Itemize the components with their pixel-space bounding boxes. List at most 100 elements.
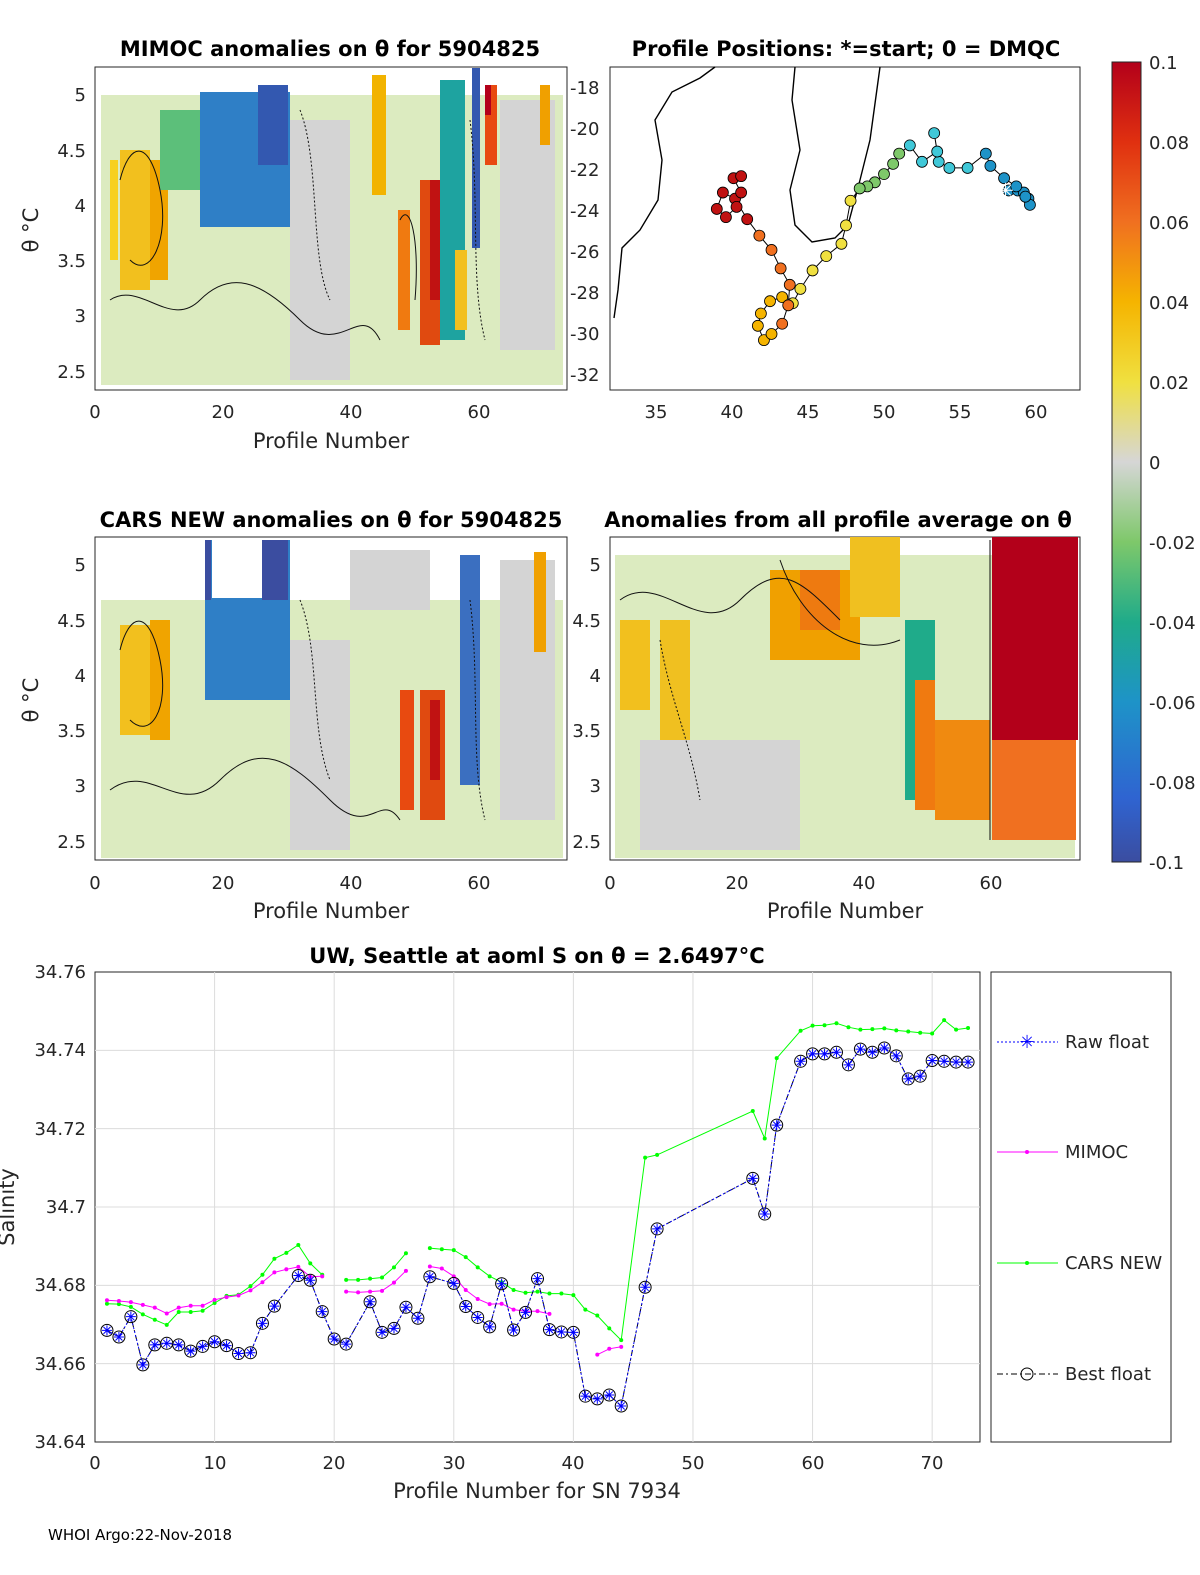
data-point — [906, 1029, 911, 1034]
data-point — [484, 1321, 495, 1332]
data-point — [368, 1289, 373, 1294]
data-point — [104, 1301, 109, 1306]
data-point — [356, 1290, 361, 1295]
data-point — [269, 1301, 280, 1312]
profile-position-marker — [903, 139, 916, 152]
data-point — [113, 1332, 124, 1343]
data-point — [508, 1324, 519, 1335]
data-point — [380, 1288, 385, 1293]
x-tick-label: 30 — [443, 1453, 466, 1474]
data-point — [891, 1050, 902, 1061]
data-point — [652, 1223, 663, 1234]
legend-entry-cars: CARS NEW — [997, 1253, 1162, 1274]
data-point — [877, 1041, 891, 1055]
cars-anomaly-field — [101, 540, 563, 858]
profile-position-marker — [931, 145, 944, 158]
data-point — [770, 1118, 784, 1132]
profile-position-marker — [782, 299, 795, 312]
data-point — [819, 1048, 830, 1059]
data-point — [291, 1269, 305, 1283]
profile-position-marker — [998, 172, 1010, 185]
data-point — [272, 1256, 277, 1261]
data-point — [427, 1264, 432, 1269]
data-point — [439, 1266, 444, 1271]
data-point — [233, 1348, 244, 1359]
mimoc-anomaly-field — [101, 68, 563, 385]
data-point — [255, 1316, 269, 1330]
data-point — [746, 1171, 760, 1185]
salinity-x-ticks: 0 10 20 30 40 50 60 70 — [89, 1453, 943, 1474]
data-point — [496, 1278, 507, 1289]
legend-entry-raw: ✳ Raw float — [997, 1032, 1149, 1053]
data-point — [595, 1352, 600, 1357]
data-point — [889, 1049, 903, 1063]
y-tick-label: -30 — [570, 324, 599, 345]
data-point — [423, 1270, 437, 1284]
x-tick-label: 50 — [682, 1453, 705, 1474]
data-point — [951, 1057, 962, 1068]
x-tick-label: 60 — [468, 402, 491, 423]
data-point — [520, 1307, 531, 1318]
data-point — [963, 1057, 974, 1068]
data-point — [762, 1136, 767, 1141]
mimoc-x-label: Profile Number — [253, 429, 410, 453]
profile-position-marker — [878, 168, 890, 181]
data-point — [447, 1276, 461, 1290]
profile-position-marker — [710, 203, 723, 215]
data-point — [879, 1042, 890, 1053]
data-point — [810, 1023, 815, 1028]
y-tick-label: 3 — [75, 306, 86, 327]
x-tick-label: 55 — [949, 402, 972, 423]
data-point — [375, 1325, 389, 1339]
data-point — [293, 1270, 304, 1281]
profile-position-marker — [764, 295, 776, 308]
data-point — [939, 1056, 950, 1067]
data-point — [578, 1389, 592, 1403]
profile-position-marker — [1010, 180, 1023, 193]
data-point — [544, 1324, 555, 1335]
data-point — [140, 1312, 145, 1317]
profile-position-marker — [928, 127, 941, 140]
y-tick-label: -24 — [570, 201, 599, 222]
data-point — [344, 1277, 349, 1282]
data-point — [954, 1027, 959, 1032]
data-point — [619, 1344, 624, 1349]
data-point — [248, 1288, 253, 1293]
data-point — [531, 1272, 544, 1286]
y-tick-label: 3 — [590, 776, 601, 797]
x-tick-label: 60 — [1025, 402, 1048, 423]
data-point — [329, 1333, 340, 1344]
data-point — [592, 1393, 603, 1404]
data-point — [173, 1339, 184, 1350]
data-point — [568, 1327, 579, 1338]
data-point — [559, 1291, 564, 1296]
data-point — [224, 1295, 229, 1300]
y-tick-label: 5 — [590, 555, 601, 576]
data-point — [112, 1330, 126, 1344]
data-point — [942, 1018, 947, 1023]
mimoc-y-ticks: 2.5 3 3.5 4 4.5 5 — [57, 85, 86, 383]
y-tick-label: 2.5 — [57, 832, 86, 853]
data-point — [619, 1338, 624, 1343]
data-point — [439, 1247, 444, 1252]
y-tick-label: 34.66 — [34, 1354, 86, 1375]
float-track: ✳ — [710, 127, 1036, 347]
y-tick-label: 34.68 — [34, 1275, 86, 1296]
data-point — [212, 1297, 217, 1302]
data-point — [471, 1310, 485, 1324]
profile-position-marker — [735, 186, 748, 199]
x-tick-label: 20 — [726, 873, 749, 894]
data-point — [209, 1336, 220, 1347]
data-point — [124, 1310, 138, 1324]
coastline-madagascar — [789, 66, 881, 243]
data-point — [344, 1289, 349, 1294]
x-tick-label: 0 — [604, 873, 615, 894]
y-tick-label: 4 — [75, 196, 86, 217]
colorbar-ticks: 0.1 0.08 0.06 0.04 0.02 0 -0.02 -0.04 -0… — [1149, 53, 1196, 874]
data-point — [243, 1346, 257, 1360]
data-point — [136, 1358, 150, 1372]
mimoc-y-label: θ °C — [19, 208, 43, 253]
cars-title: CARS NEW anomalies on θ for 5904825 — [100, 508, 563, 532]
x-tick-label: 40 — [562, 1453, 585, 1474]
x-tick-label: 70 — [921, 1453, 944, 1474]
